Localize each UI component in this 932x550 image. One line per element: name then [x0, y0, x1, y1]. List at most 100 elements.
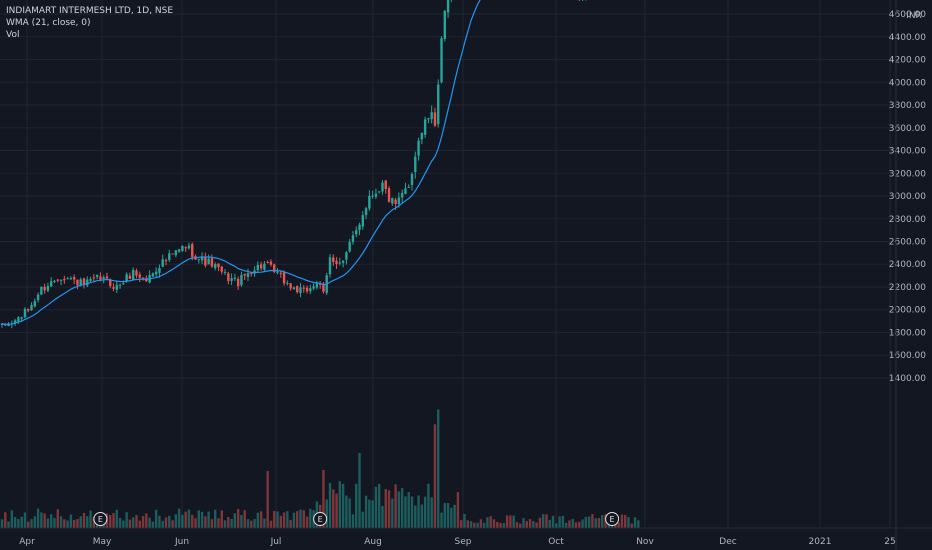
price-tick-label: 2000.00: [889, 306, 926, 316]
price-tick-label: 2800.00: [889, 215, 926, 225]
volume-bar: [361, 511, 364, 528]
candle-body: [109, 279, 112, 286]
volume-bar: [624, 514, 627, 528]
volume-bar: [43, 513, 46, 528]
volume-bar: [7, 521, 10, 528]
volume-bar: [10, 510, 14, 528]
candle-body: [220, 266, 223, 272]
volume-bar: [355, 483, 358, 528]
candle-body: [210, 258, 214, 267]
volume-bar: [204, 516, 207, 528]
volume-bar: [46, 518, 50, 528]
volume-bar: [197, 510, 200, 528]
candle-body: [171, 253, 174, 255]
volume-bar: [597, 518, 601, 528]
volume-bar: [148, 517, 151, 528]
candle-body: [177, 249, 181, 252]
volume-bar: [154, 509, 158, 528]
volume-bar: [332, 489, 335, 528]
price-tick-label: 2200.00: [889, 283, 926, 293]
candle-body: [27, 309, 30, 311]
volume-bar: [236, 509, 240, 528]
volume-bar: [20, 516, 23, 528]
candle-body: [437, 84, 440, 124]
volume-bar: [446, 503, 450, 528]
candle-body: [404, 188, 407, 194]
earnings-marker-label: E: [318, 515, 323, 524]
candle-body: [266, 262, 269, 264]
candle-body: [164, 260, 168, 262]
candle-body: [430, 112, 433, 120]
candle-body: [328, 257, 332, 275]
volume-bar: [207, 511, 210, 528]
volume-bar: [286, 511, 289, 528]
volume-bar: [499, 522, 502, 528]
price-tick-label: 3200.00: [889, 169, 926, 179]
candle-body: [309, 288, 312, 292]
earnings-marker: [93, 512, 108, 526]
candle-body: [17, 317, 20, 322]
volume-legend-label[interactable]: Vol: [6, 30, 20, 40]
candle-body: [181, 245, 184, 252]
candle-body: [345, 252, 348, 260]
volume-bar: [240, 514, 243, 528]
candle-body: [246, 273, 250, 277]
time-tick-label: Jul: [270, 537, 282, 547]
candle-body: [122, 283, 125, 285]
price-tick-label: 4400.00: [889, 33, 926, 43]
candle-body: [243, 274, 246, 276]
volume-bar: [214, 509, 217, 528]
candle-body: [92, 277, 96, 279]
volume-bar: [450, 507, 453, 528]
volume-bar: [82, 512, 86, 528]
time-tick-label: Sep: [455, 537, 472, 547]
candle-body: [407, 186, 410, 188]
candle-body: [184, 247, 187, 249]
candle-body: [20, 317, 23, 319]
volume-bar: [374, 486, 378, 528]
candle-body: [53, 280, 56, 282]
volume-bar: [394, 484, 397, 528]
volume-bar: [30, 519, 33, 528]
volume-bar: [522, 518, 525, 528]
candle-body: [299, 287, 302, 294]
volume-bar: [250, 520, 253, 528]
candle-body: [223, 271, 227, 273]
candle-body: [191, 244, 194, 258]
volume-bar: [276, 511, 279, 528]
wma-legend-label[interactable]: WMA (21, close, 0): [6, 18, 91, 28]
time-axis[interactable]: Apr May Jun Jul Aug Sep Oct Nov Dec 2021 25: [0, 527, 932, 547]
candle-body: [322, 283, 325, 292]
volume-bar: [512, 515, 515, 528]
volume-bar: [341, 483, 345, 528]
candle-body: [417, 140, 420, 156]
volume-bar: [358, 453, 361, 528]
time-tick-label: 2021: [809, 537, 832, 547]
candle-body: [132, 269, 135, 280]
earnings-marker-label: E: [98, 515, 103, 524]
volume-bar: [555, 523, 558, 528]
volume-bar: [325, 499, 328, 528]
volume-bar: [76, 518, 79, 528]
volume-bar: [489, 516, 492, 528]
volume-bar: [92, 517, 96, 528]
candle-body: [50, 281, 53, 287]
candle-body: [269, 261, 273, 265]
candle-body: [279, 272, 282, 274]
price-tick-label: 1400.00: [889, 374, 926, 384]
candle-body: [7, 323, 10, 327]
volume-bar: [128, 519, 132, 528]
symbol-label[interactable]: INDIAMART INTERMESH LTD, 1D, NSE: [6, 6, 174, 16]
volume-bar: [335, 493, 338, 528]
volume-bar: [381, 505, 384, 528]
volume-bar: [36, 508, 40, 528]
candle-body: [256, 264, 260, 271]
volume-bar: [617, 522, 620, 528]
candle-body: [440, 38, 443, 83]
candle-body: [286, 282, 289, 284]
